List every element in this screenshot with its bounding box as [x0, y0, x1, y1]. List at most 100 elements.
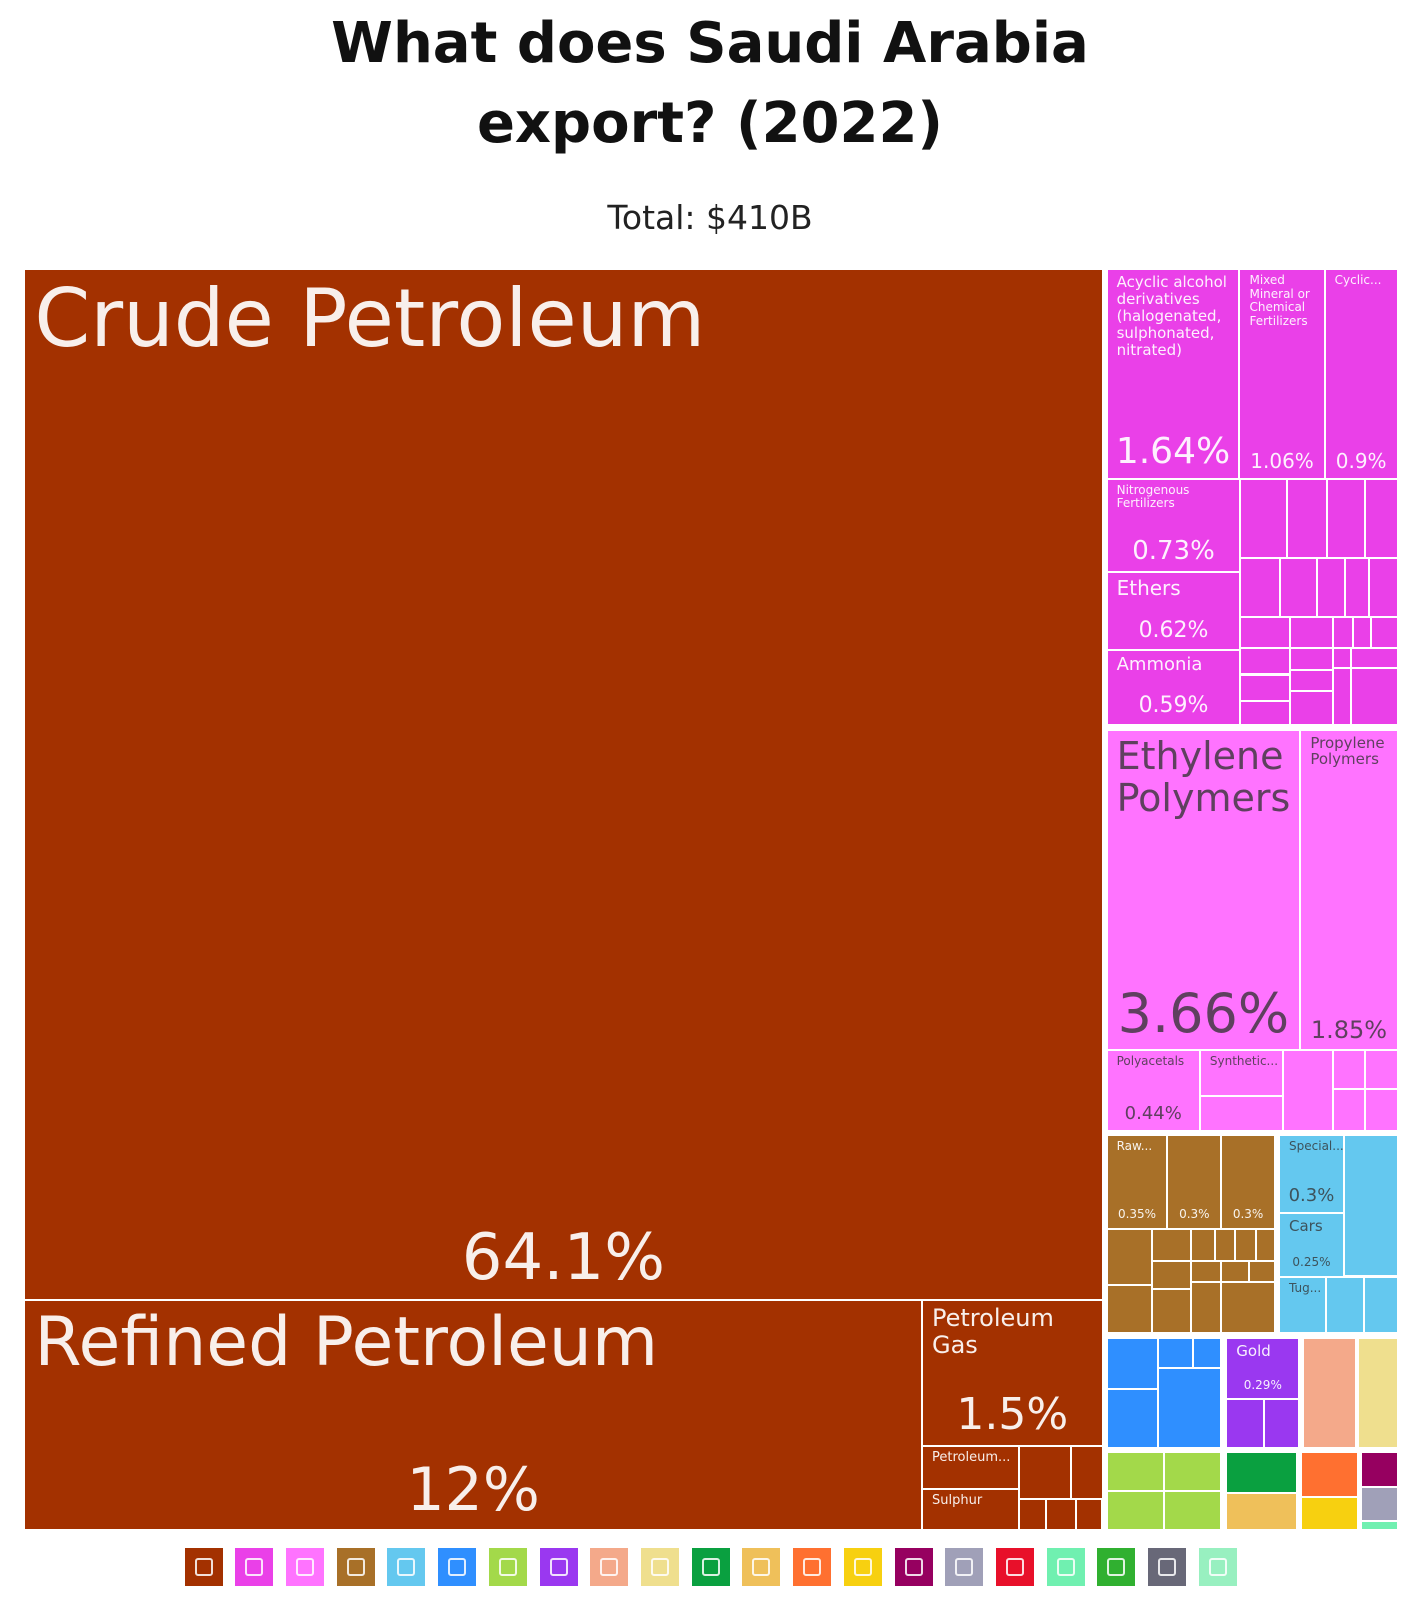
- legend-swatch: #960060: [894, 1547, 933, 1586]
- small-tile: [1291, 618, 1332, 647]
- tile-value: 0.25%: [1292, 1255, 1331, 1270]
- small-tile: [1191, 1229, 1215, 1261]
- legend-icon: [296, 1557, 315, 1576]
- tile-label: Sulphur: [932, 1492, 983, 1508]
- small-tile: [1333, 648, 1350, 668]
- legend-swatch: #f4a98a: [590, 1547, 629, 1586]
- legend-icon: [346, 1557, 365, 1576]
- small-tile: [1370, 559, 1397, 617]
- small-tile: [1241, 618, 1290, 647]
- legend-icon: [803, 1557, 822, 1576]
- small-tile: [1352, 669, 1397, 725]
- small-tile: [1362, 1487, 1397, 1521]
- legend-swatch: #70f0b0: [1046, 1547, 1085, 1586]
- legend-swatch: #e8102a: [996, 1547, 1035, 1586]
- small-tile: [1241, 479, 1287, 558]
- tile: Mixed Mineral or Chemical Fertilizers 1.0…: [1240, 270, 1324, 478]
- tile-value: 0.73%: [1132, 535, 1215, 566]
- small-tile: [1159, 1369, 1221, 1447]
- tile-value: 0.3%: [1179, 1207, 1210, 1222]
- small-tile: [1365, 1277, 1397, 1332]
- small-tile: [1153, 1262, 1190, 1288]
- tile-value: 1.5%: [956, 1388, 1069, 1440]
- small-tile: [1302, 1453, 1358, 1496]
- small-tile: [1281, 559, 1316, 617]
- tile-value: 0.9%: [1335, 448, 1387, 473]
- tile: Acyclic alcohol derivatives (halogenated…: [1107, 270, 1239, 478]
- legend-swatch: #9a38f0: [539, 1547, 578, 1586]
- tile: Ethylene Polymers 3.66%: [1107, 730, 1300, 1049]
- legend-icon: [955, 1557, 974, 1576]
- small-tile: [1200, 1096, 1283, 1130]
- tile-value: 1.85%: [1310, 1015, 1388, 1044]
- tile: Crude Petroleum 64.1%: [25, 270, 1102, 1299]
- tile-label: Synthetic...: [1209, 1054, 1279, 1069]
- small-tile: [1046, 1500, 1076, 1529]
- legend-icon: [853, 1557, 872, 1576]
- tile-label: Special...: [1289, 1138, 1343, 1153]
- small-tile: [1333, 618, 1353, 647]
- small-tile: [1327, 479, 1365, 558]
- legend-icon: [904, 1557, 923, 1576]
- legend-icon: [1107, 1557, 1126, 1576]
- tile: Ammonia 0.59%: [1107, 651, 1240, 725]
- tile-value: 12%: [406, 1454, 540, 1525]
- small-tile: [1077, 1500, 1102, 1529]
- tile-value: 0.44%: [1124, 1102, 1182, 1124]
- small-tile: [1159, 1338, 1192, 1368]
- legend-swatch: #30b030: [1097, 1547, 1136, 1586]
- tile-label: Mixed Mineral or Chemical Fertilizers: [1249, 273, 1310, 328]
- legend-icon: [1208, 1557, 1227, 1576]
- legend-icon: [600, 1557, 619, 1576]
- small-tile: [1227, 1453, 1297, 1492]
- small-tile: [1072, 1446, 1102, 1498]
- legend-swatch: #f7d010: [843, 1547, 882, 1586]
- small-tile: [1165, 1453, 1221, 1490]
- legend-icon: [498, 1557, 517, 1576]
- legend-swatch: #a33100: [184, 1547, 223, 1586]
- tile-label: Ammonia: [1116, 654, 1203, 676]
- legend-swatch: #0aa040: [691, 1547, 730, 1586]
- small-tile: [1191, 1282, 1221, 1332]
- tile-label: Petroleum Gas: [932, 1304, 1054, 1359]
- tile: Polyacetals 0.44%: [1107, 1051, 1199, 1130]
- small-tile: [1236, 1229, 1255, 1261]
- tile: Tug...: [1280, 1277, 1325, 1332]
- legend-swatch: #efdf8e: [641, 1547, 680, 1586]
- small-tile: [1107, 1285, 1152, 1332]
- tile-label: Raw...: [1116, 1138, 1153, 1153]
- small-tile: [1241, 675, 1290, 700]
- legend-icon: [549, 1557, 568, 1576]
- tile: Refined Petroleum 12%: [25, 1301, 921, 1529]
- small-tile: [1354, 618, 1371, 647]
- small-tile: [1333, 1051, 1365, 1088]
- small-tile: [1344, 1135, 1397, 1276]
- tile-value: 0.3%: [1232, 1207, 1264, 1222]
- small-tile: [1227, 1493, 1297, 1529]
- small-tile: [1107, 1453, 1164, 1490]
- legend-icon: [1056, 1557, 1075, 1576]
- tile: Raw... 0.35%: [1107, 1135, 1167, 1228]
- tile-value: 0.29%: [1243, 1377, 1282, 1392]
- chart-title: What does Saudi Arabia export? (2022): [331, 11, 1089, 156]
- legend-swatch: #a0a0b8: [945, 1547, 984, 1586]
- legend-swatch: #2f8fff: [438, 1547, 477, 1586]
- chart-subtitle: Total: $410B: [607, 198, 813, 237]
- tile-label: Polyacetals: [1116, 1054, 1185, 1069]
- legend-swatch: #efc05a: [742, 1547, 781, 1586]
- small-tile: [1153, 1229, 1190, 1261]
- small-tile: [1256, 1229, 1274, 1261]
- small-tile: [1362, 1522, 1397, 1529]
- tile-label: Refined Petroleum: [34, 1303, 659, 1383]
- tile: 0.3%: [1168, 1135, 1221, 1228]
- tile-label: Crude Petroleum: [34, 272, 706, 366]
- tile-label: Acyclic alcohol derivatives (halogenated…: [1116, 273, 1227, 359]
- small-tile: [1333, 1089, 1365, 1130]
- legend-icon: [194, 1557, 213, 1576]
- legend-swatch: #ff7030: [793, 1547, 832, 1586]
- legend-icon: [1158, 1557, 1177, 1576]
- tile-value: 3.66%: [1117, 981, 1290, 1045]
- small-tile: [1107, 1338, 1158, 1388]
- tile: Petroleum Gas 1.5%: [923, 1301, 1102, 1445]
